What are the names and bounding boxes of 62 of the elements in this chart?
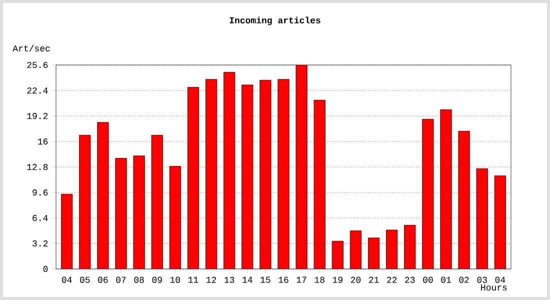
x-tick-label: 02 — [459, 276, 469, 283]
x-tick-label: 00 — [423, 276, 433, 283]
x-tick-label: 06 — [98, 276, 108, 283]
bar — [260, 80, 272, 269]
x-tick-label: 11 — [188, 276, 198, 283]
x-tick-label: 18 — [314, 276, 324, 283]
x-tick-label: 04 — [62, 276, 72, 283]
x-tick-label: 15 — [260, 276, 270, 283]
y-tick-label: 25.6 — [27, 62, 48, 68]
bar — [187, 87, 200, 269]
bar — [422, 119, 434, 269]
y-tick-label: 16 — [38, 138, 48, 145]
x-tick-label: 19 — [332, 276, 342, 283]
x-tick-label: 13 — [224, 276, 234, 283]
bar — [242, 84, 254, 269]
x-tick-label: 09 — [152, 276, 162, 283]
x-tick-label: 10 — [170, 276, 180, 283]
x-tick-label: 17 — [296, 276, 306, 283]
x-tick-label: 04 — [495, 276, 506, 283]
bar — [386, 230, 398, 269]
bar — [314, 100, 326, 269]
bar — [350, 230, 362, 269]
x-tick-label: 21 — [369, 276, 379, 283]
y-tick-label: 3.2 — [32, 240, 48, 247]
x-tick-label: 23 — [405, 276, 415, 283]
bar — [205, 79, 218, 269]
bar — [97, 122, 109, 269]
x-axis-title: Hours — [481, 284, 507, 291]
bar — [61, 194, 73, 269]
y-tick-label: 0 — [43, 266, 48, 272]
y-tick-label: 9.6 — [32, 189, 48, 196]
y-tick-label: 19.2 — [27, 112, 48, 120]
bar — [332, 240, 344, 269]
bar — [476, 168, 488, 269]
bar — [296, 64, 308, 269]
x-tick-label: 05 — [80, 276, 90, 283]
x-tick-label: 22 — [387, 276, 397, 283]
y-tick-label: 6.4 — [32, 214, 48, 222]
x-tick-label: 12 — [206, 276, 216, 283]
y-tick-label: 12.8 — [27, 164, 48, 170]
bar — [494, 176, 506, 269]
bar — [224, 72, 236, 269]
x-tick-label: 16 — [278, 276, 288, 283]
x-tick-label: 01 — [441, 276, 451, 283]
y-axis-title: Art/sec — [12, 44, 50, 52]
x-tick-label: 14 — [242, 276, 252, 283]
bar — [368, 238, 380, 269]
bar — [79, 134, 91, 269]
chart-title: Incoming articles — [230, 16, 320, 26]
bar — [404, 224, 416, 269]
bar — [115, 158, 127, 269]
bar — [458, 130, 470, 269]
y-tick-label: 22.4 — [27, 87, 48, 94]
bar — [169, 166, 181, 269]
x-tick-label: 20 — [350, 276, 361, 283]
bar — [151, 134, 163, 269]
bar — [133, 156, 145, 269]
x-tick-label: 08 — [134, 276, 144, 283]
x-tick-label: 07 — [116, 276, 126, 283]
x-tick-label: 03 — [477, 276, 487, 283]
bar — [278, 79, 290, 269]
bar — [440, 109, 452, 269]
